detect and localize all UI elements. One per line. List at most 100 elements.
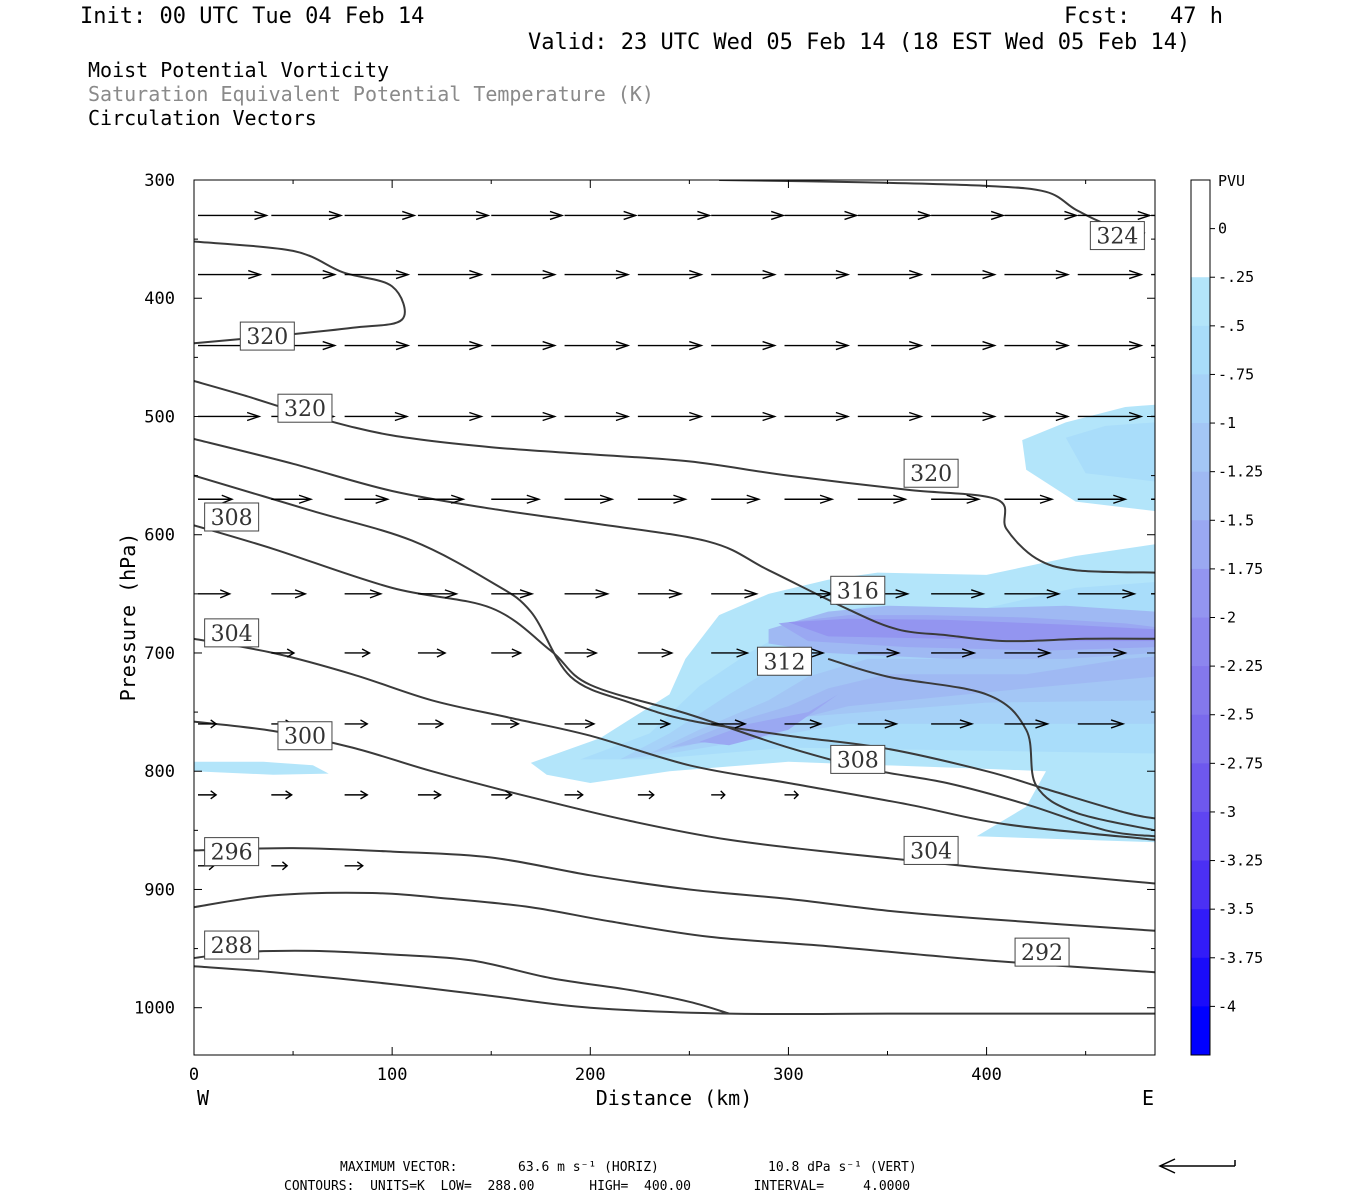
circulation-vector — [1077, 411, 1144, 422]
colorbar-swatch — [1191, 957, 1210, 1007]
circulation-vector — [784, 269, 851, 280]
circulation-vector — [564, 494, 615, 504]
circulation-vector — [931, 210, 1006, 221]
x-tick-label: 100 — [377, 1065, 408, 1085]
circulation-vector — [1077, 210, 1152, 221]
circulation-vector — [344, 861, 364, 871]
circulation-vector — [931, 411, 997, 422]
circulation-vector — [1004, 411, 1071, 422]
colorbar-swatch — [1191, 763, 1210, 813]
circulation-vector — [491, 411, 557, 422]
circulation-vector — [1004, 340, 1071, 351]
circulation-vector — [711, 719, 748, 729]
circulation-vector — [271, 861, 289, 871]
footer-horiz-value: 63.6 m s⁻¹ (HORIZ) — [518, 1160, 659, 1175]
x-tick-label: 0 — [189, 1065, 199, 1085]
colorbar-swatch — [1191, 666, 1210, 716]
circulation-vector — [1151, 214, 1155, 217]
circulation-vector — [344, 411, 410, 422]
y-tick-label: 400 — [144, 289, 175, 309]
circulation-vector — [1004, 719, 1050, 729]
circulation-vector — [344, 589, 383, 599]
contour-label-box — [277, 721, 333, 751]
colorbar-swatch — [1191, 471, 1210, 521]
pv-shade-region-1 — [194, 761, 329, 775]
contour-label: 316 — [837, 579, 879, 604]
y-axis-label: Pressure (hPa) — [116, 533, 140, 702]
circulation-vector — [637, 494, 688, 504]
colorbar-swatch — [1191, 277, 1210, 327]
contour-label-box — [204, 930, 260, 960]
contour-312-5 — [827, 657, 1155, 832]
circulation-vector — [1004, 494, 1055, 504]
contour-312-4 — [194, 474, 1155, 820]
colorbar-swatch — [1191, 520, 1210, 570]
circulation-vector — [857, 719, 899, 729]
contour-label: 300 — [284, 725, 326, 750]
colorbar-tick-label: -3.75 — [1218, 949, 1263, 967]
circulation-vector — [491, 589, 535, 599]
circulation-vector — [564, 210, 638, 221]
circulation-vector — [344, 210, 417, 221]
colorbar-swatch — [1191, 228, 1210, 278]
x-tick-label: 200 — [575, 1065, 606, 1085]
colorbar-tick-label: -3.25 — [1218, 852, 1263, 870]
circulation-vector — [784, 790, 800, 800]
colorbar-swatch — [1191, 909, 1210, 959]
contour-label: 324 — [1096, 225, 1138, 250]
x-west-label: W — [197, 1086, 210, 1110]
circulation-vector — [857, 411, 924, 422]
circulation-vector — [417, 411, 484, 422]
circulation-vector — [784, 210, 859, 221]
contour-label-box — [1089, 221, 1145, 251]
contour-label-box — [204, 502, 260, 532]
circulation-vector — [271, 790, 293, 800]
circulation-vector — [1151, 498, 1155, 500]
contour-label: 304 — [211, 622, 253, 647]
contour-324-0 — [719, 180, 1146, 235]
colorbar-tick-label: -2.5 — [1218, 706, 1254, 724]
contour-label: 308 — [837, 748, 879, 773]
y-tick-label: 500 — [144, 407, 175, 427]
contour-label-box — [756, 646, 812, 676]
contour-label: 292 — [1021, 941, 1063, 966]
circulation-vector — [198, 719, 218, 729]
contour-label-box — [204, 837, 260, 867]
y-tick-label: 600 — [144, 526, 175, 546]
title-mpv: Moist Potential Vorticity — [88, 58, 390, 82]
circulation-vector — [931, 494, 981, 504]
circulation-vector — [491, 210, 565, 221]
circulation-vector — [564, 411, 631, 422]
circulation-vector — [198, 210, 269, 221]
circulation-vector — [271, 269, 337, 280]
colorbar-swatch — [1191, 423, 1210, 473]
title-vectors: Circulation Vectors — [88, 106, 317, 130]
footer-vert-value: 10.8 dPa s⁻¹ (VERT) — [768, 1160, 917, 1175]
circulation-vector — [564, 269, 631, 280]
valid-time: Valid: 23 UTC Wed 05 Feb 14 (18 EST Wed … — [528, 30, 1191, 55]
colorbar-swatch — [1191, 811, 1210, 862]
circulation-vector — [491, 648, 523, 658]
circulation-vector — [711, 494, 761, 504]
colorbar-tick-label: -2 — [1218, 609, 1236, 627]
colorbar-tick-label: 0 — [1218, 220, 1227, 238]
colorbar-swatch — [1191, 1006, 1210, 1056]
pv-shading — [194, 404, 1155, 843]
circulation-vector — [198, 494, 234, 504]
contour-288-11 — [194, 949, 730, 1015]
circulation-vector — [344, 719, 369, 729]
circulation-vector — [491, 269, 557, 280]
circulation-vector — [271, 648, 296, 658]
reference-vector-arrow — [1158, 1158, 1236, 1174]
contour-320-1 — [194, 240, 406, 345]
colorbar-tick-label: -1.75 — [1218, 560, 1263, 578]
circulation-vector — [271, 589, 308, 599]
axes: 300 400 500 600 700 800 900 1000 0 100 200 300 400 — [134, 171, 1155, 1085]
circulation-vector — [637, 589, 684, 599]
colorbar-unit: PVU — [1218, 172, 1245, 190]
circulation-vector — [857, 269, 924, 280]
x-tick-label: 400 — [971, 1065, 1002, 1085]
circulation-vector — [637, 340, 704, 351]
circulation-vector — [564, 589, 610, 599]
